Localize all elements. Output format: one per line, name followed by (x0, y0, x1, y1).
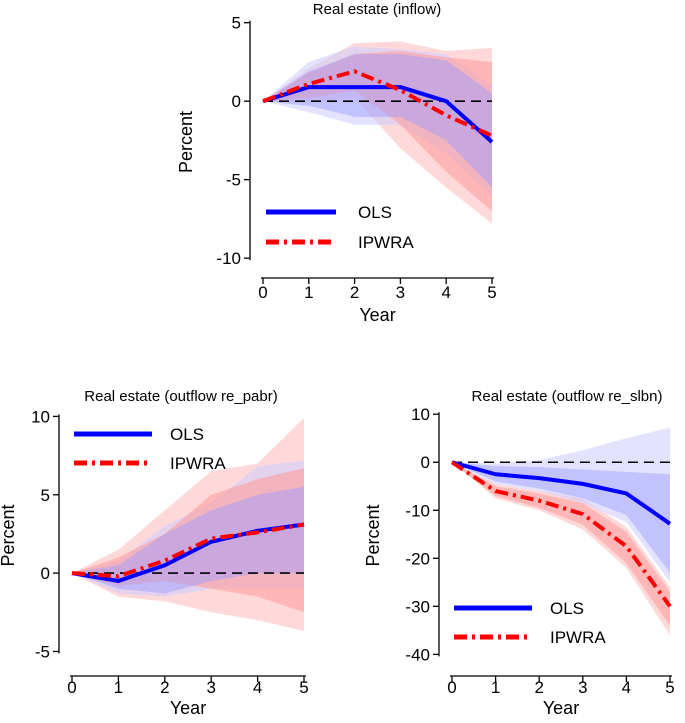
y-tick-label: 5 (232, 14, 241, 33)
y-tick-label: -40 (405, 645, 430, 664)
y-tick-label: 10 (31, 407, 50, 426)
x-tick-label: 5 (665, 678, 674, 697)
panel-real-estate-outflow-re-pabr: Real estate (outflow re_pabr) 10 5 0 -5 0 1 2 3 4… (0, 388, 309, 718)
x-tick-label: 4 (441, 283, 450, 302)
ipwra-series-line (71, 522, 305, 579)
y-tick-label: -10 (216, 249, 241, 268)
x-tick-label: 3 (206, 678, 215, 697)
x-tick-label: 4 (622, 678, 631, 697)
x-tick-label: 5 (487, 283, 496, 302)
x-tick-label: 0 (258, 283, 267, 302)
chart-title: Real estate (outflow re_pabr) (84, 388, 277, 405)
y-tick-label: -5 (35, 642, 50, 661)
y-axis-title: Percent (0, 504, 18, 566)
legend-ols-label: OLS (170, 425, 204, 444)
x-tick-label: 3 (578, 678, 587, 697)
legend-ols-label: OLS (358, 203, 392, 222)
y-tick-label: -5 (226, 171, 241, 190)
x-axis-title: Year (170, 698, 206, 718)
x-tick-label: 1 (114, 678, 123, 697)
y-axis-title: Percent (363, 504, 383, 566)
y-tick-label: 0 (421, 453, 430, 472)
chart-title: Real estate (inflow) (313, 1, 441, 18)
x-tick-label: 2 (160, 678, 169, 697)
x-tick-label: 1 (304, 283, 313, 302)
y-tick-label: -20 (405, 549, 430, 568)
x-tick-label: 2 (534, 678, 543, 697)
ipwra-series-line (450, 460, 672, 608)
chart-title: Real estate (outflow re_slbn) (472, 388, 663, 405)
ols-series-line (262, 85, 494, 144)
panel-real-estate-outflow-re-slbn: Real estate (outflow re_slbn)100-10-20-3… (363, 388, 675, 718)
x-axis-title: Year (543, 698, 579, 718)
ipwra-band-inner (263, 50, 492, 212)
legend-ipwra-label: IPWRA (358, 233, 414, 252)
legend-ols-label: OLS (550, 599, 584, 618)
x-tick-label: 2 (350, 283, 359, 302)
x-tick-label: 0 (67, 678, 76, 697)
ols-series-line (451, 460, 672, 526)
x-tick-label: 4 (253, 678, 262, 697)
y-axis-title: Percent (176, 111, 196, 173)
y-tick-label: -30 (405, 597, 430, 616)
x-tick-label: 1 (491, 678, 500, 697)
legend-ipwra-label: IPWRA (550, 628, 606, 647)
panel-real-estate-inflow: Real estate (inflow) 5 0 -5 -10 0 1 2 3 4 5 Year Per… (176, 1, 497, 325)
y-tick-label: -10 (405, 501, 430, 520)
x-tick-label: 3 (396, 283, 405, 302)
x-axis-title: Year (359, 305, 395, 325)
y-tick-label: 5 (41, 486, 50, 505)
y-tick-label: 10 (411, 405, 430, 424)
y-tick-label: 0 (41, 564, 50, 583)
x-tick-label: 5 (299, 678, 308, 697)
y-tick-label: 0 (232, 92, 241, 111)
ols-band-inner (72, 486, 304, 594)
ols-band-outer (452, 427, 670, 583)
legend-ipwra-label: IPWRA (170, 454, 226, 473)
x-tick-label: 0 (447, 678, 456, 697)
